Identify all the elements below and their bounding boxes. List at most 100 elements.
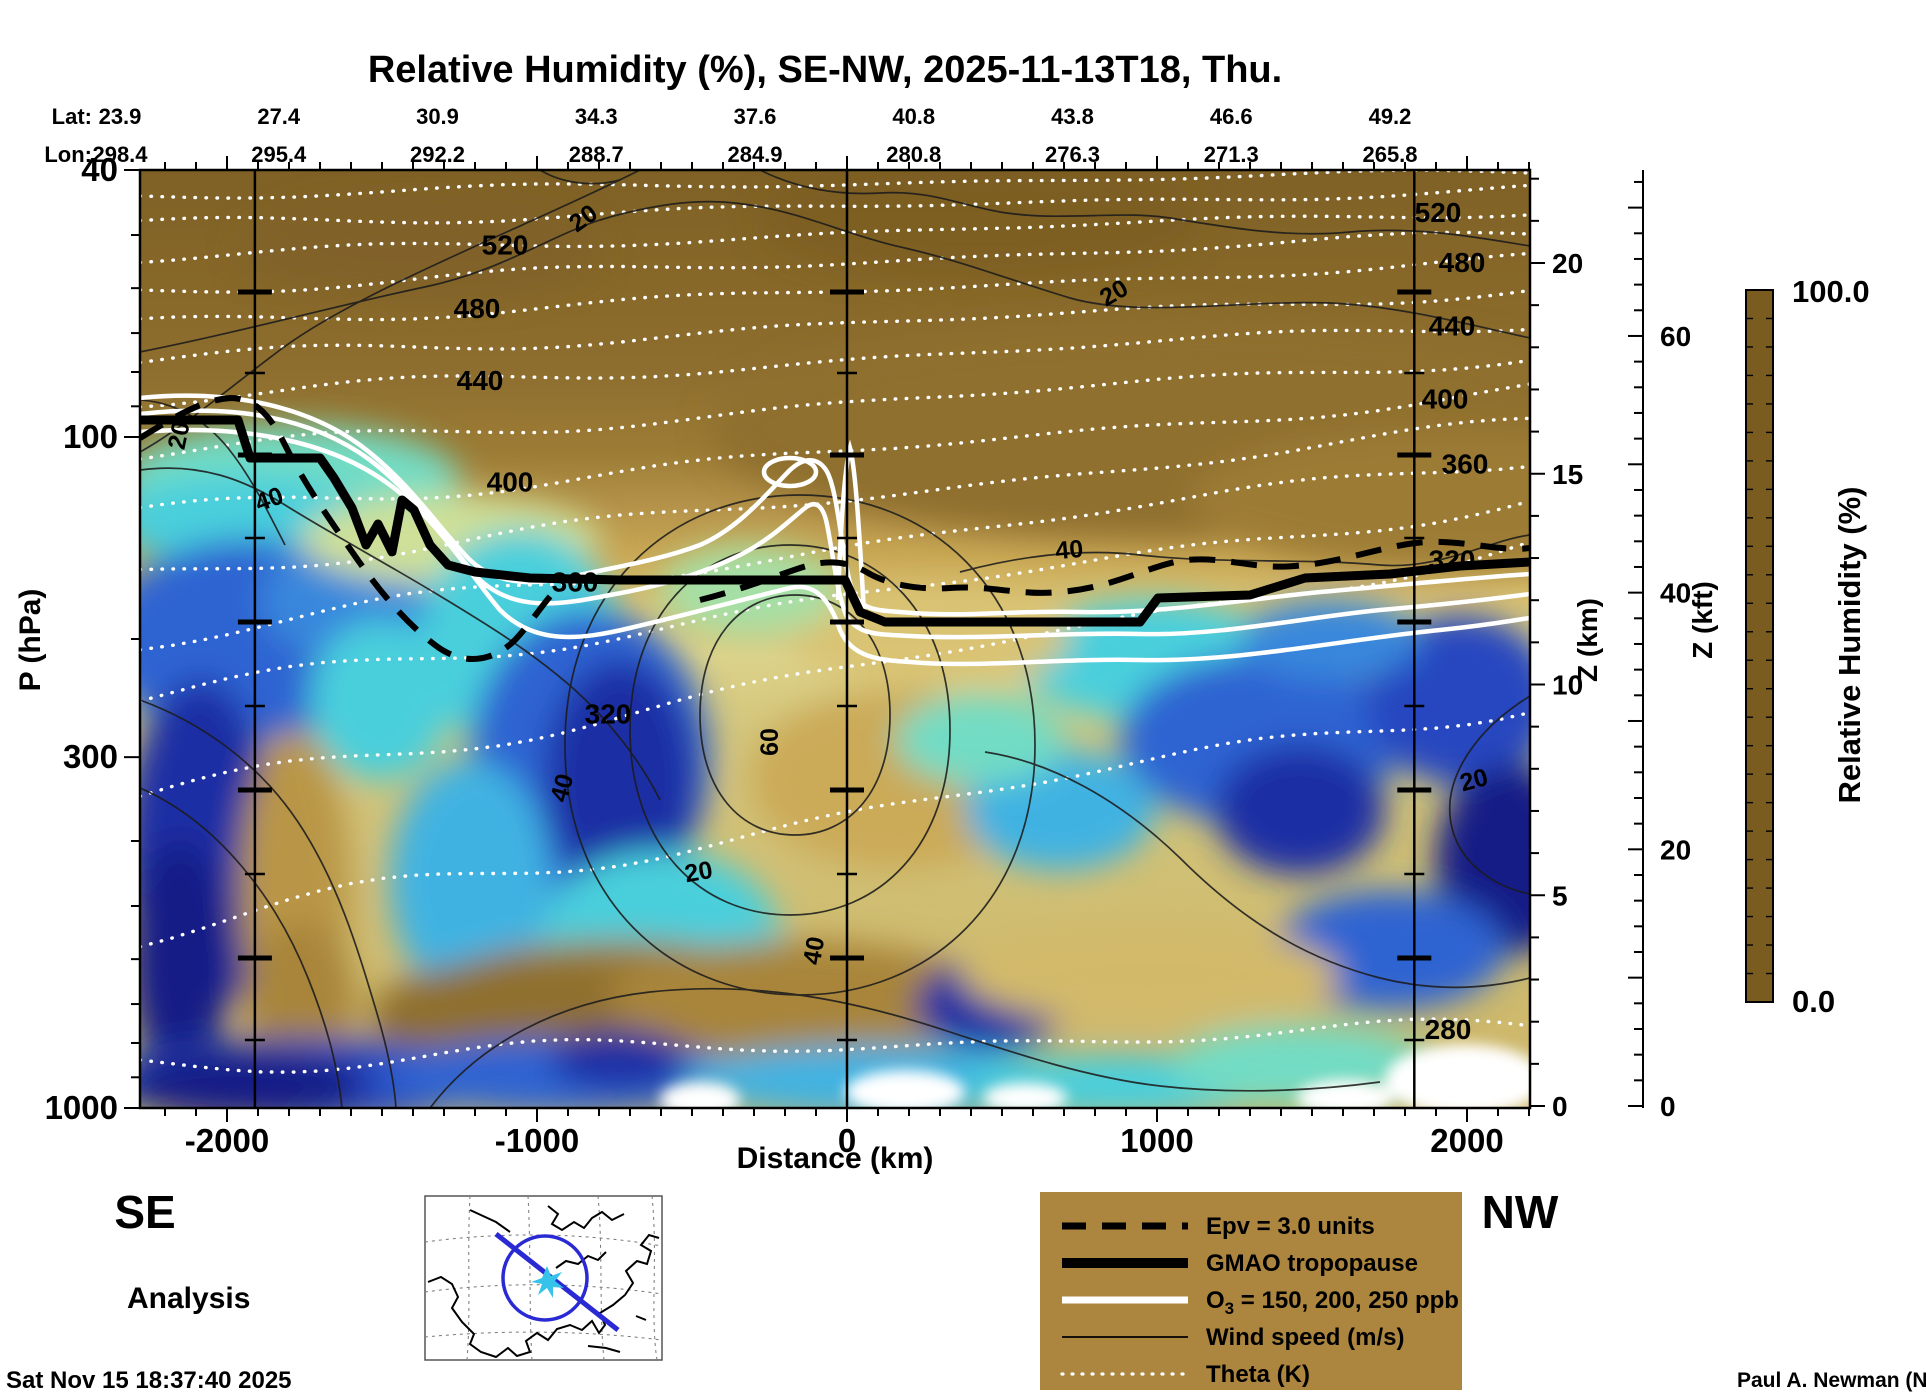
distance-tick-label: 1000 <box>1120 1122 1193 1159</box>
theta-label: 480 <box>1439 247 1486 278</box>
legend-label-theta: Theta (K) <box>1206 1361 1310 1388</box>
lon-value: 295.4 <box>251 142 307 167</box>
z-kft-tick-label: 0 <box>1660 1091 1676 1122</box>
z-kft-tick-label: 40 <box>1660 578 1691 609</box>
saturated-white-patches <box>660 1044 1530 1108</box>
distance-tick-label: -2000 <box>185 1122 269 1159</box>
pressure-tick-label: 1000 <box>45 1089 118 1126</box>
page-title: Relative Humidity (%), SE-NW, 2025-11-13… <box>368 49 1282 91</box>
lon-value: 288.7 <box>569 142 624 167</box>
colorbar-max-label: 100.0 <box>1792 274 1870 309</box>
legend-label-epv: Epv = 3.0 units <box>1206 1213 1375 1240</box>
theta-label: 520 <box>482 229 529 260</box>
nw-endpoint-label: NW <box>1482 1186 1559 1238</box>
theta-label: 360 <box>552 566 599 597</box>
legend-label-tropopause: GMAO tropopause <box>1206 1250 1418 1277</box>
credit: Paul A. Newman (NASA <box>1737 1369 1926 1392</box>
tropopause-line <box>140 415 1530 627</box>
theta-contour-280 <box>140 1017 1530 1074</box>
theta-contour-labels: 520 480 440 400 360 320 520 480 440 400 360 320 280 <box>454 197 1489 1045</box>
lon-value: 280.8 <box>886 142 941 167</box>
lat-values-row: 23.9 27.4 30.9 34.3 37.6 40.8 43.8 46.6 49.2 <box>99 104 1412 129</box>
theta-label: 400 <box>487 466 534 497</box>
z-km-tick-label: 15 <box>1552 459 1583 490</box>
distance-axis-title: Distance (km) <box>737 1142 934 1175</box>
theta-label: 440 <box>457 365 504 396</box>
ozone-contours <box>140 393 1530 667</box>
theta-contour-480 <box>140 251 1530 322</box>
lat-value: 49.2 <box>1369 104 1412 129</box>
theta-label: 480 <box>454 293 501 324</box>
pressure-tick-label: 40 <box>81 151 118 188</box>
theta-label: 360 <box>1442 449 1489 480</box>
z-km-axis-title: Z (km) <box>1572 598 1603 682</box>
theta-contour-500 <box>140 230 1530 294</box>
colorbar: 100.0 0.0 Relative Humidity (%) <box>1745 274 1870 1019</box>
pressure-tick-label: 300 <box>63 738 118 775</box>
legend-label-ozone: O3 = 150, 200, 250 ppb <box>1206 1287 1459 1318</box>
lat-value: 34.3 <box>575 104 618 129</box>
lon-row-label: Lon: <box>44 142 92 167</box>
distance-tick-label: 2000 <box>1430 1122 1503 1159</box>
wind-speed-label: 40 <box>1054 535 1084 565</box>
pressure-tick-label: 100 <box>63 418 118 455</box>
theta-label: 440 <box>1429 310 1476 341</box>
z-kft-tick-label: 20 <box>1660 834 1691 865</box>
map-cross-section-path <box>494 1232 620 1332</box>
rh-filled-contour-field <box>140 170 1530 1108</box>
lat-value: 43.8 <box>1051 104 1094 129</box>
lon-value: 276.3 <box>1045 142 1100 167</box>
theta-contour-560 <box>140 170 1530 200</box>
theta-contour-520 <box>140 213 1530 265</box>
lat-value: 23.9 <box>99 104 142 129</box>
lon-value: 265.8 <box>1362 142 1417 167</box>
axis-ticks <box>124 156 1644 1122</box>
waypoint-reference-lines <box>237 170 1432 1108</box>
wind-speed-label: 40 <box>798 934 830 966</box>
colorbar-title: Relative Humidity (%) <box>1832 487 1867 804</box>
lon-values-row: 298.4 295.4 292.2 288.7 284.9 280.8 276.3 271.3… <box>92 142 1417 167</box>
lat-row-label: Lat: <box>52 104 92 129</box>
wind-speed-label: 20 <box>682 856 714 888</box>
map-center-star <box>531 1266 564 1298</box>
wind-speed-label: 60 <box>756 728 784 756</box>
z-kft-axis-title: Z (kft) <box>1687 581 1718 659</box>
z-km-tick-label: 5 <box>1552 880 1568 911</box>
axis-tick-labels: 40 100 300 1000 -2000 -1000 0 1000 2000 0 5 10 15 20 0… <box>45 151 1692 1159</box>
theta-label: 400 <box>1422 384 1469 415</box>
theta-contour-400 <box>140 382 1530 510</box>
colorbar-min-label: 0.0 <box>1792 984 1835 1019</box>
z-kft-tick-label: 60 <box>1660 321 1691 352</box>
theta-label: 320 <box>585 698 632 729</box>
lat-value: 40.8 <box>892 104 935 129</box>
lat-value: 37.6 <box>734 104 777 129</box>
theta-contour-460 <box>140 288 1530 365</box>
lat-value: 30.9 <box>416 104 459 129</box>
theta-contour-340 <box>140 499 1530 703</box>
lat-value: 27.4 <box>257 104 301 129</box>
theta-label: 320 <box>1429 544 1476 575</box>
wind-speed-label: 20 <box>163 419 196 452</box>
z-km-tick-label: 10 <box>1552 670 1583 701</box>
legend: Epv = 3.0 units GMAO tropopause O3 = 150… <box>1040 1192 1462 1390</box>
pressure-axis-title: P (hPa) <box>14 589 47 692</box>
map-range-circle <box>501 1234 589 1322</box>
theta-contour-360 <box>140 464 1530 652</box>
timestamp: Sat Nov 15 18:37:40 2025 <box>6 1367 292 1394</box>
map-coastline <box>427 1205 660 1359</box>
epv-contour-left <box>140 394 561 662</box>
theta-contour-300 <box>140 710 1530 949</box>
lon-value: 292.2 <box>410 142 465 167</box>
distance-tick-label: 0 <box>838 1122 856 1159</box>
theta-contours <box>140 170 1530 1074</box>
z-km-tick-label: 20 <box>1552 248 1583 279</box>
map-inset <box>424 1195 663 1361</box>
theta-contour-380 <box>140 416 1530 572</box>
theta-contour-540 <box>140 183 1530 225</box>
analysis-label: Analysis <box>127 1282 250 1315</box>
theta-label: 280 <box>1425 1014 1472 1045</box>
lat-value: 46.6 <box>1210 104 1253 129</box>
wind-speed-contours <box>140 170 1530 1108</box>
